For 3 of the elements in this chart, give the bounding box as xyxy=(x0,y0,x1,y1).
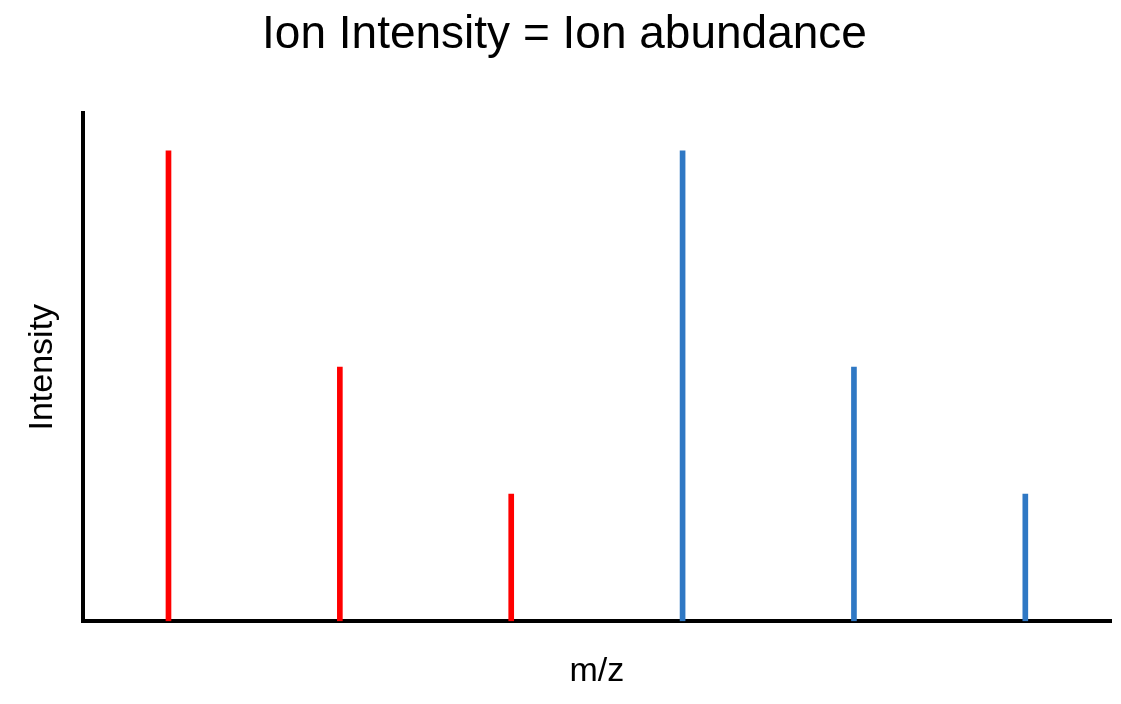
y-axis-title: Intensity xyxy=(20,303,59,431)
chart-title: Ion Intensity = Ion abundance xyxy=(262,6,867,59)
x-axis-title: m/z xyxy=(569,649,625,688)
